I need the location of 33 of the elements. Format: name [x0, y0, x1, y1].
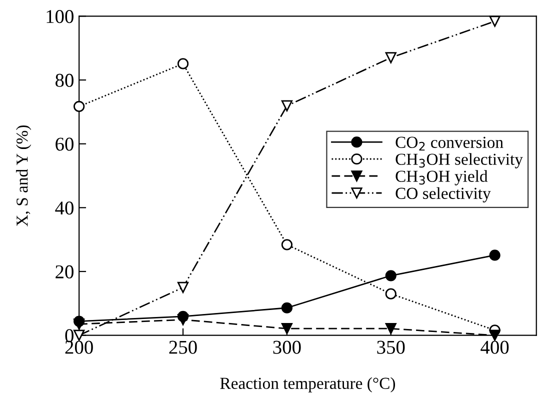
y-tick-label: 100 — [46, 10, 74, 24]
x-axis-title: Reaction temperature (°C) — [220, 377, 396, 392]
point — [74, 318, 85, 330]
x-tick-label: 350 — [377, 340, 405, 354]
point — [281, 323, 293, 334]
x-tick-label: 400 — [480, 340, 509, 354]
point — [177, 282, 189, 293]
x-tick-label: 300 — [273, 340, 301, 354]
point — [177, 314, 189, 326]
y-tick-label: 80 — [56, 74, 74, 87]
legend-label: CH$_{3}$OH yield — [396, 170, 488, 186]
point — [385, 52, 396, 64]
point — [385, 323, 396, 334]
legend-label: CO$_{2}$ conversion — [396, 136, 504, 151]
y-tick-label: 20 — [56, 265, 74, 278]
point — [177, 58, 189, 70]
point — [74, 100, 85, 112]
y-axis-title: X, S and Y (%) — [16, 125, 32, 226]
legend-label: CH$_{3}$OH selectivity — [396, 153, 523, 168]
point — [489, 16, 500, 27]
y-tick-label: 0 — [65, 329, 74, 342]
point — [489, 330, 500, 341]
y-tick-label: 40 — [55, 201, 74, 215]
y-tick-label: 60 — [56, 138, 74, 151]
point — [385, 270, 396, 282]
point — [385, 288, 396, 300]
legend-label: CO selectivity — [396, 187, 491, 202]
point — [281, 302, 293, 314]
point — [489, 250, 500, 261]
point — [281, 100, 293, 112]
x-tick-label: 250 — [169, 340, 197, 354]
point — [281, 239, 293, 250]
x-tick-label: 200 — [65, 340, 93, 354]
